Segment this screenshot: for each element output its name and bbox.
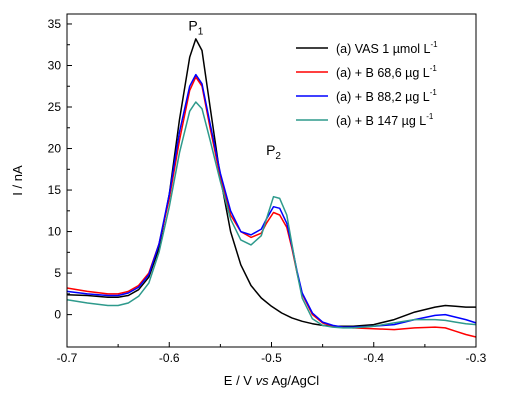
x-tick-label: -0.6 xyxy=(159,351,180,365)
peak-label-2: P2 xyxy=(266,142,281,162)
legend-item-4: (a) + B 147 µg L-1 xyxy=(296,112,434,128)
legend-label: (a) + B 147 µg L-1 xyxy=(336,112,434,128)
series-line-1 xyxy=(66,38,476,327)
y-tick-label: 5 xyxy=(54,266,61,280)
plot-frame xyxy=(66,13,477,348)
y-tick-label: 0 xyxy=(54,308,61,322)
y-tick-label: 15 xyxy=(48,183,62,197)
legend-label: (a) + B 68,6 µg L-1 xyxy=(336,64,437,80)
x-tick-label: -0.3 xyxy=(466,351,487,365)
series-line-4 xyxy=(66,101,477,329)
peak-label-1: P1 xyxy=(188,18,203,38)
y-tick-label: 25 xyxy=(48,100,62,114)
legend-item-2: (a) + B 68,6 µg L-1 xyxy=(296,64,437,80)
x-tick-label: -0.4 xyxy=(363,351,384,365)
ticks-layer: -0.7 -0.6 -0.5 -0.4 -0.3 0 5 10 15 20 25 30 35 xyxy=(48,17,487,365)
y-axis-title: I / nA xyxy=(10,165,25,196)
legend-item-3: (a) + B 88,2 µg L-1 xyxy=(296,88,437,104)
y-tick-label: 10 xyxy=(48,225,62,239)
legend-label: (a) + B 88,2 µg L-1 xyxy=(336,88,437,104)
legend: (a) VAS 1 µmol L-1 (a) + B 68,6 µg L-1 (a)… xyxy=(296,40,438,128)
y-tick-label: 35 xyxy=(48,17,62,31)
x-tick-label: -0.5 xyxy=(261,351,282,365)
legend-item-1: (a) VAS 1 µmol L-1 xyxy=(296,40,438,56)
y-tick-label: 20 xyxy=(48,142,62,156)
annotations-layer: P1 P2 xyxy=(188,18,281,163)
series-layer xyxy=(66,38,477,338)
legend-label: (a) VAS 1 µmol L-1 xyxy=(336,40,438,56)
x-axis-title: E / V vs Ag/AgCl xyxy=(224,373,319,388)
x-tick-label: -0.7 xyxy=(57,351,78,365)
y-tick-label: 30 xyxy=(48,58,62,72)
